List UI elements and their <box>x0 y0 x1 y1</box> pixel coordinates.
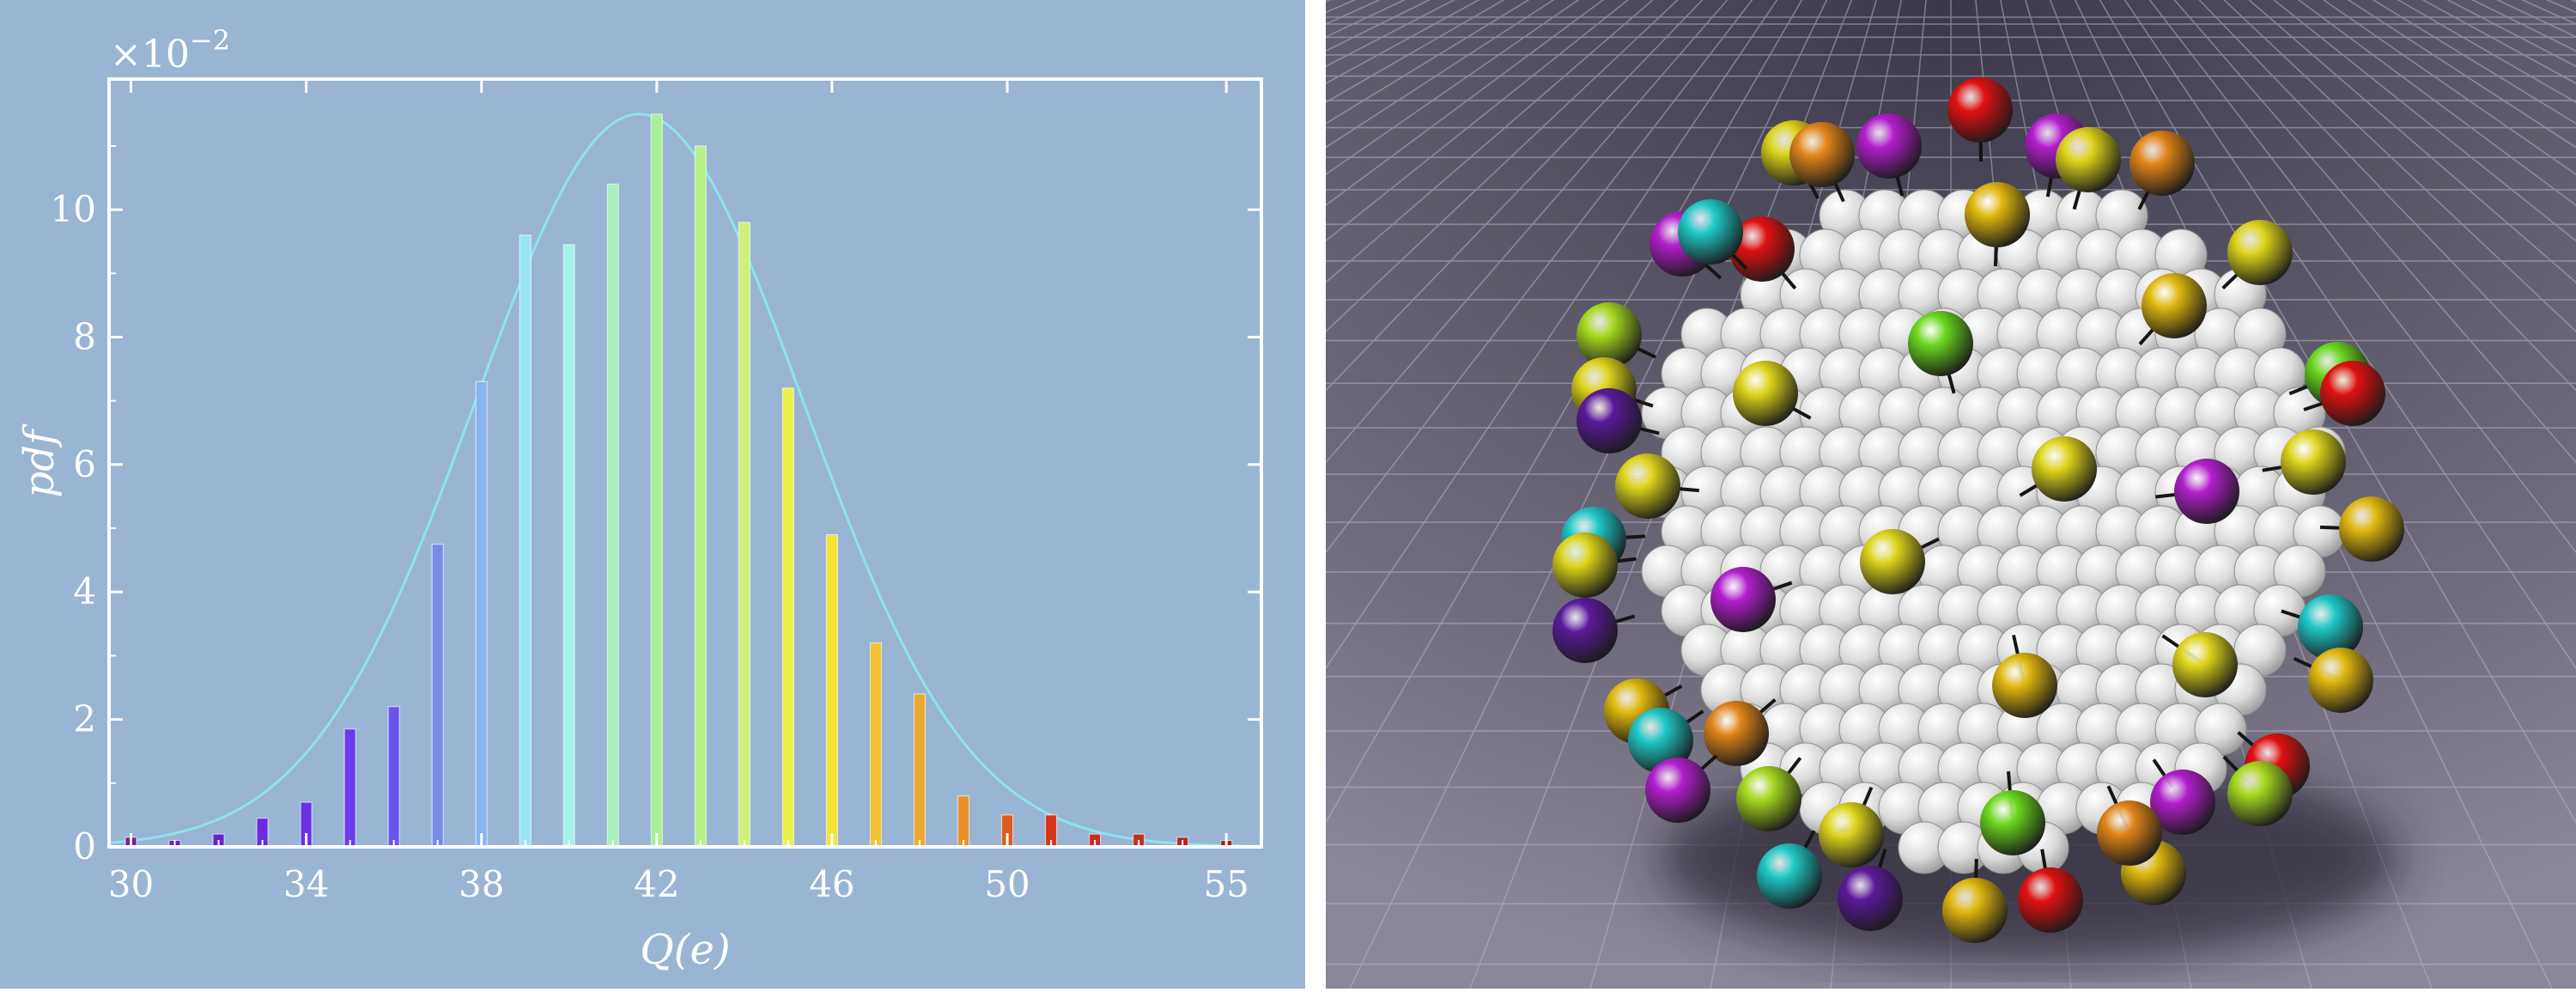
plot-frame <box>107 77 1263 849</box>
histogram-bar <box>913 693 927 848</box>
x-tick-label: 30 <box>108 863 154 905</box>
y-tick-label: 2 <box>73 698 96 740</box>
ligand-bead <box>1789 122 1855 187</box>
ligand-bead <box>2339 496 2404 562</box>
ligand-bead <box>1645 758 1710 823</box>
y-tick-label: 0 <box>73 825 96 867</box>
ligand-bead <box>1942 878 2008 943</box>
ligand-bead <box>1965 182 2030 247</box>
histogram-bar <box>343 728 356 848</box>
ligand-bead <box>1552 598 1618 663</box>
ligand-bead <box>1736 766 1801 831</box>
x-tick-label: 46 <box>809 863 854 905</box>
ligand-bead <box>1838 866 1903 931</box>
y-axis-ticks: 0 2 4 6 8 10 <box>51 144 1261 867</box>
y-axis-label: pdf <box>15 423 64 497</box>
histogram-bar <box>475 380 488 848</box>
histogram-bar <box>869 642 883 848</box>
floor-grid-line <box>2123 0 2576 670</box>
histogram-bar <box>957 795 970 848</box>
histogram-bar <box>606 183 619 848</box>
ligand-bead <box>2227 761 2293 826</box>
ligand-bead <box>2172 632 2238 697</box>
ligand-bead <box>1628 708 1693 773</box>
histogram-bar <box>562 244 575 848</box>
ligand-bead <box>2018 867 2083 933</box>
nanoparticle-scene <box>1326 0 2576 989</box>
ligand-bead <box>2227 220 2293 285</box>
ligand-bead <box>1980 790 2045 855</box>
ligand-bead <box>1615 453 1680 519</box>
gaussian-fit-curve <box>108 113 1261 848</box>
x-tick-label: 50 <box>984 863 1030 905</box>
x-tick-label: 38 <box>459 863 504 905</box>
floor-grid-line <box>2148 0 2576 554</box>
floor-grid-line <box>1326 0 1753 554</box>
nanoparticle-core <box>1641 189 2346 874</box>
floor-grid-line <box>1326 0 1778 670</box>
ligand-bead <box>1856 113 1922 179</box>
histogram-bar <box>431 543 444 848</box>
x-tick-label: 34 <box>283 863 329 905</box>
ligand-bead <box>1678 199 1743 265</box>
ligand-bead <box>2097 800 2162 866</box>
scale-factor-label: ×10−2 <box>110 24 230 76</box>
ligand-bead <box>2032 436 2097 502</box>
y-tick-label: 10 <box>51 188 96 230</box>
x-tick-label: 42 <box>634 863 679 905</box>
nanoparticle-render <box>1326 0 2576 989</box>
ligand-bead <box>2298 594 2363 660</box>
ligand-bead <box>2056 127 2121 192</box>
histogram-bar <box>694 145 707 848</box>
histogram-bar <box>387 706 400 848</box>
ligand-bead <box>1552 533 1618 598</box>
x-axis-ticks: 30 34 38 42 46 50 55 <box>108 79 1249 905</box>
x-axis-label: Q(e) <box>640 926 730 974</box>
ligand-bead <box>2320 361 2385 426</box>
ligand-bead <box>1908 311 1973 376</box>
x-tick-label: 55 <box>1203 863 1249 905</box>
ligand-bead <box>2308 648 2373 713</box>
floor-grid-line <box>1326 0 1704 392</box>
histogram-panel: 30 34 38 42 46 50 55 0 2 4 6 8 10 ×10−2 Q(e) pdf <box>0 0 1305 989</box>
ligand-bead <box>2150 770 2215 835</box>
histogram-bar <box>781 387 795 848</box>
ligand-bead <box>1577 388 1642 453</box>
ligand-bead <box>1729 216 1795 282</box>
ligand-bead <box>1819 802 1884 867</box>
ligand-bead <box>1710 567 1776 632</box>
ligand-bead <box>2281 429 2346 495</box>
ligand-bead <box>1577 302 1642 368</box>
scale-exponent: −2 <box>190 24 230 57</box>
histogram-bars <box>125 113 1233 848</box>
ligand-bead <box>1860 529 1925 594</box>
histogram-bar <box>738 222 750 848</box>
y-tick-label: 4 <box>73 570 96 612</box>
floor-grid-line <box>2198 0 2576 392</box>
ligand-bead <box>1757 843 1822 909</box>
floor-grid-line <box>1349 0 1828 989</box>
ligand-bead <box>2142 273 2207 338</box>
histogram-bar <box>825 533 839 848</box>
ligand-bead <box>1947 77 2013 143</box>
ligand-beads <box>1552 77 2404 943</box>
histogram-bar <box>519 234 532 848</box>
floor-grid-line <box>1326 0 1728 464</box>
ligand-bead <box>1733 361 1798 426</box>
y-tick-label: 6 <box>73 443 96 485</box>
ligand-bead <box>1704 701 1769 766</box>
floor-grid-line <box>2173 0 2576 464</box>
histogram-bar <box>650 113 663 848</box>
ligand-bead <box>2174 459 2239 524</box>
y-tick-label: 8 <box>73 315 96 357</box>
ligand-bead <box>2129 131 2195 196</box>
ligand-bead <box>1992 653 2057 718</box>
